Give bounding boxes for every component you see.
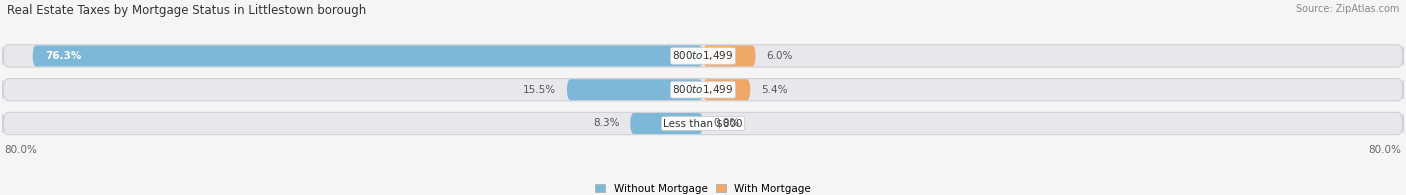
Text: 80.0%: 80.0%	[4, 145, 38, 155]
Text: 8.3%: 8.3%	[593, 119, 620, 129]
FancyBboxPatch shape	[630, 113, 703, 134]
Legend: Without Mortgage, With Mortgage: Without Mortgage, With Mortgage	[591, 180, 815, 195]
Text: 15.5%: 15.5%	[523, 85, 557, 95]
FancyBboxPatch shape	[703, 79, 751, 100]
Text: 76.3%: 76.3%	[46, 51, 82, 61]
FancyBboxPatch shape	[567, 79, 703, 100]
Text: 80.0%: 80.0%	[1368, 145, 1402, 155]
Text: 5.4%: 5.4%	[761, 85, 787, 95]
Text: Less than $800: Less than $800	[664, 119, 742, 129]
FancyBboxPatch shape	[32, 45, 703, 66]
Text: Source: ZipAtlas.com: Source: ZipAtlas.com	[1295, 4, 1399, 14]
Text: $800 to $1,499: $800 to $1,499	[672, 83, 734, 96]
FancyBboxPatch shape	[3, 112, 1403, 135]
FancyBboxPatch shape	[703, 45, 756, 66]
FancyBboxPatch shape	[3, 45, 1403, 67]
Text: Real Estate Taxes by Mortgage Status in Littlestown borough: Real Estate Taxes by Mortgage Status in …	[7, 4, 367, 17]
Text: 0.0%: 0.0%	[713, 119, 740, 129]
Text: 6.0%: 6.0%	[766, 51, 793, 61]
FancyBboxPatch shape	[3, 79, 1403, 101]
Text: $800 to $1,499: $800 to $1,499	[672, 49, 734, 62]
